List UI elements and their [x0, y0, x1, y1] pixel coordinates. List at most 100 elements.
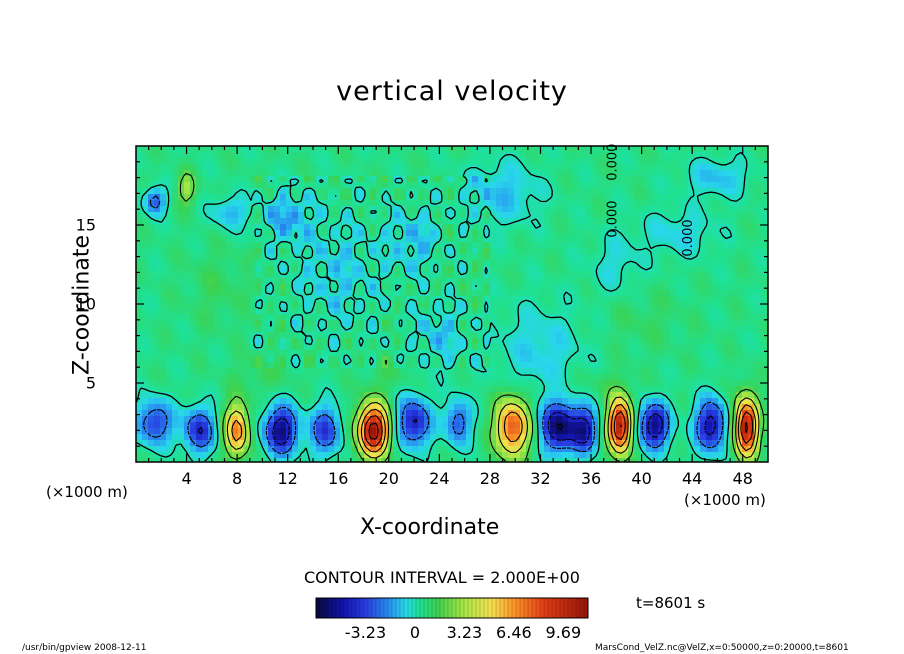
field-cell	[298, 392, 305, 399]
field-cell	[640, 338, 647, 345]
field-cell	[202, 242, 209, 249]
field-cell	[202, 356, 209, 363]
field-cell	[334, 224, 341, 231]
field-cell	[496, 218, 503, 225]
field-cell	[634, 410, 641, 417]
field-cell	[316, 212, 323, 219]
field-cell	[310, 380, 317, 387]
field-cell	[562, 302, 569, 309]
field-cell	[736, 248, 743, 255]
field-cell	[400, 362, 407, 369]
field-cell	[592, 380, 599, 387]
field-cell	[586, 260, 593, 267]
field-cell	[400, 326, 407, 333]
field-cell	[166, 212, 173, 219]
field-cell	[424, 278, 431, 285]
field-cell	[328, 176, 335, 183]
field-cell	[418, 248, 425, 255]
field-cell	[244, 152, 251, 159]
field-cell	[226, 380, 233, 387]
field-cell	[502, 320, 509, 327]
field-cell	[328, 254, 335, 261]
field-cell	[160, 242, 167, 249]
field-cell	[184, 374, 191, 381]
field-cell	[352, 236, 359, 243]
field-cell	[154, 302, 161, 309]
field-cell	[340, 218, 347, 225]
field-cell	[250, 164, 257, 171]
field-cell	[322, 410, 329, 417]
field-cell	[664, 194, 671, 201]
field-cell	[730, 260, 737, 267]
field-cell	[592, 374, 599, 381]
field-cell	[250, 248, 257, 255]
field-cell	[382, 152, 389, 159]
field-cell	[196, 254, 203, 261]
field-cell	[310, 200, 317, 207]
field-cell	[238, 218, 245, 225]
field-cell	[562, 356, 569, 363]
field-cell	[286, 200, 293, 207]
field-cell	[574, 230, 581, 237]
field-cell	[238, 146, 245, 153]
field-cell	[460, 260, 467, 267]
field-cell	[760, 194, 767, 201]
field-cell	[628, 302, 635, 309]
field-cell	[436, 152, 443, 159]
field-cell	[418, 386, 425, 393]
field-cell	[328, 308, 335, 315]
field-cell	[202, 410, 209, 417]
field-cell	[232, 182, 239, 189]
field-cell	[736, 194, 743, 201]
field-cell	[238, 326, 245, 333]
field-cell	[688, 152, 695, 159]
field-cell	[574, 308, 581, 315]
field-cell	[160, 224, 167, 231]
field-cell	[268, 188, 275, 195]
field-cell	[682, 218, 689, 225]
field-cell	[748, 326, 755, 333]
field-cell	[256, 296, 263, 303]
field-cell	[226, 410, 233, 417]
field-cell	[508, 224, 515, 231]
field-cell	[496, 398, 503, 405]
field-cell	[358, 326, 365, 333]
field-cell	[394, 248, 401, 255]
field-cell	[730, 182, 737, 189]
field-cell	[196, 152, 203, 159]
field-cell	[454, 272, 461, 279]
field-cell	[208, 176, 215, 183]
field-cell	[658, 314, 665, 321]
field-cell	[514, 338, 521, 345]
field-cell	[244, 266, 251, 273]
field-cell	[454, 422, 461, 429]
field-cell	[724, 308, 731, 315]
field-cell	[352, 386, 359, 393]
field-cell	[160, 206, 167, 213]
field-cell	[610, 224, 617, 231]
field-cell	[196, 374, 203, 381]
field-cell	[220, 158, 227, 165]
field-cell	[382, 248, 389, 255]
field-cell	[346, 230, 353, 237]
field-cell	[622, 380, 629, 387]
field-cell	[676, 422, 683, 429]
field-cell	[646, 326, 653, 333]
field-cell	[274, 170, 281, 177]
field-cell	[520, 260, 527, 267]
field-cell	[514, 284, 521, 291]
field-cell	[238, 278, 245, 285]
field-cell	[724, 416, 731, 423]
field-cell	[418, 200, 425, 207]
field-cell	[184, 416, 191, 423]
field-cell	[214, 368, 221, 375]
field-cell	[712, 314, 719, 321]
field-cell	[268, 344, 275, 351]
field-cell	[154, 368, 161, 375]
field-cell	[574, 290, 581, 297]
field-cell	[646, 332, 653, 339]
field-cell	[352, 344, 359, 351]
field-cell	[730, 404, 737, 411]
field-cell	[136, 188, 143, 195]
field-cell	[316, 368, 323, 375]
